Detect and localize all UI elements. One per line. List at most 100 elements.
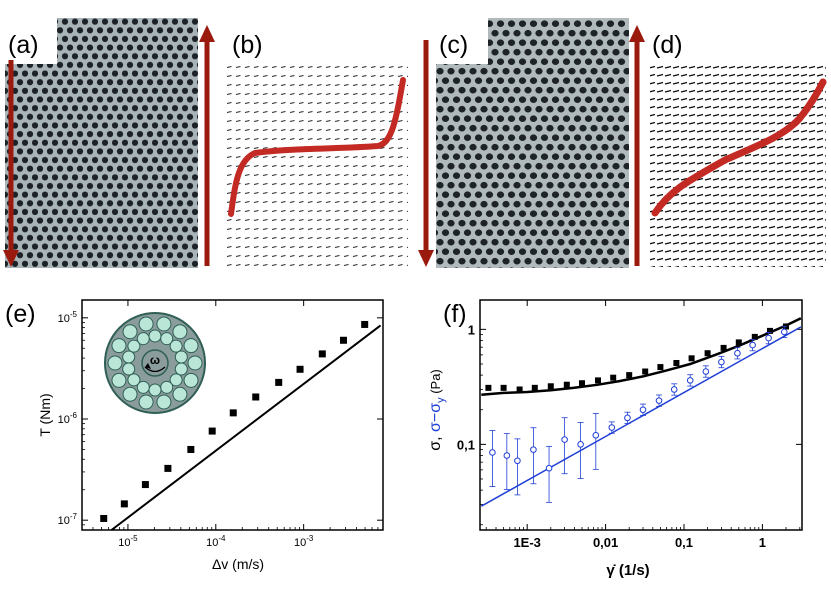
panel-d: (d) [650,31,827,267]
sigma-point [547,383,554,390]
torque-point [100,514,108,522]
torque-point [141,481,149,489]
sigma-minus-yield-point [561,436,568,443]
x-axis-label-f: γ̇ (1/s) [606,562,649,579]
bubble [122,386,138,402]
torque-point [296,365,304,373]
sigma-point [610,374,617,381]
sigma-minus-yield-point [503,452,511,459]
sigma-point [657,364,664,371]
bubble [136,380,150,394]
sigma-minus-yield-point [577,441,584,448]
bubble [156,316,172,332]
bubble [127,373,141,387]
torque-point [275,378,283,386]
torque-point [208,427,216,435]
panel-label-d: (d) [652,31,683,59]
sigma-point [531,384,538,391]
axis-label-x-e: Δv (m/s) [212,556,264,572]
shear-arrow-down-a [3,60,19,267]
y-tick-labels-f: 0,11 [457,322,475,452]
torque-point [339,336,347,344]
sigma-minus-yield-point [592,431,600,439]
y-tick-label: 10-5 [58,310,78,325]
torque-point [120,500,128,508]
couette-cell-inset: ω [104,312,206,414]
x-tick-label: 1 [759,535,766,550]
sigma-point [516,386,523,393]
bubble [148,329,162,343]
panel-label-f: (f) [443,300,467,328]
sigma-minus-yield-point [749,341,756,349]
shear-arrow-down-c [418,40,434,267]
bubble [136,332,150,346]
sigma-point [704,350,711,357]
velocity-profile-b [228,77,406,217]
x-tick-labels-e: 10-5 10-4 10-3 [118,534,314,549]
sigma-minus-yield-point [702,368,710,375]
tick-marks-e [81,300,384,531]
sigma-point [642,368,649,375]
rotation-arrowhead-icon [145,363,151,369]
bubble [138,394,154,410]
bubble [169,373,183,387]
sigma-minus-yield-point [718,358,725,366]
sigma-point [688,355,695,362]
bubble [127,339,141,353]
sigma-minus-yield-point [545,464,553,472]
y-label-sigma: σ, [427,432,444,451]
velocity-profile-d [651,78,827,217]
bubble [111,372,127,388]
sigma-point [766,327,773,334]
sigma-point [673,359,680,366]
bubble [111,338,127,354]
sigma-point [500,384,507,391]
bubble [187,355,203,371]
x-tick-label: 0,1 [675,535,693,550]
y-label-sub-y: y [435,397,447,403]
x-tick-label: 10-4 [206,534,226,549]
fit-line [110,324,382,531]
torque-point [318,350,326,358]
sigma-point [485,384,492,391]
panel-label-b: (b) [232,31,263,59]
label-box-a [5,18,57,64]
x-tick-labels-f: 1E-3 0,01 0,1 1 [513,535,766,550]
plot-frame-e [81,299,384,531]
sigma-minus-yield-point [765,334,772,342]
omega-symbol: ω [150,353,160,367]
bubble [138,316,154,332]
sigma-point [578,380,585,387]
panel-c: (c) [418,18,645,268]
sigma-minus-yield-point [655,397,663,404]
y-axis-label: T (Nm) [37,393,53,436]
data-marks-e [100,320,382,531]
torque-point [252,393,260,401]
bubble [183,372,199,388]
sigma-minus-yield-point [530,446,537,453]
y-tick-label: 10-6 [58,411,78,426]
y-tick-label: 1 [468,322,475,337]
panel-label-e: (e) [5,300,36,328]
y-axis-label-f: σ, σ−σy (Pa) [427,369,447,451]
sigma-point [751,333,758,340]
bubble [160,380,174,394]
bubble [172,386,188,402]
panel-label-a: (a) [8,31,39,59]
label-box-c [436,18,488,64]
x-tick-label: 1E-3 [513,535,540,550]
sigma-point [626,372,633,379]
bubble [169,339,183,353]
sigma-minus-yield-point [489,449,496,456]
y-tick-label: 0,1 [457,437,475,452]
sigma-point [735,339,742,346]
x-axis-label: Δv (m/s) [212,556,264,572]
bubble [174,362,188,376]
sigma-minus-yield-point [608,424,616,431]
torque-point [164,464,172,472]
tick-marks-f [480,300,802,530]
bubble [183,338,199,354]
plot-frame-f [479,299,803,531]
rotation-arrow-icon [144,366,166,373]
x-tick-label: 0,01 [593,535,618,550]
